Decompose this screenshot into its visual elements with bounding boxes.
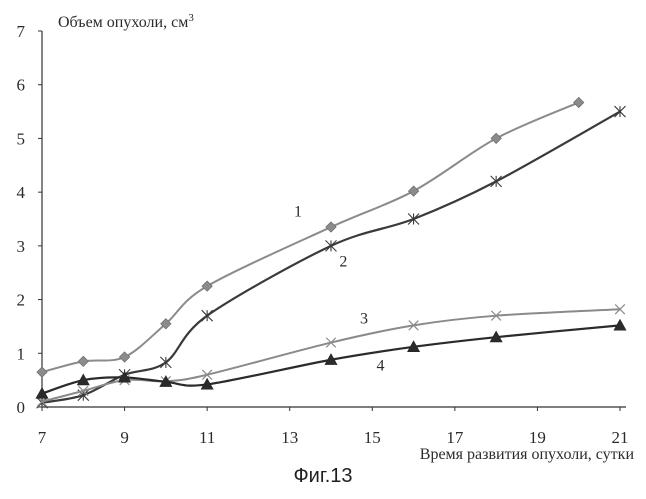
y-tick-label: 5: [17, 129, 26, 148]
x-tick-label: 21: [612, 428, 629, 447]
series-label-3: 3: [360, 311, 368, 328]
y-tick-label: 4: [17, 183, 26, 202]
series-label-1: 1: [294, 203, 302, 220]
x-tick-label: 13: [281, 428, 298, 447]
data-point-diamond: [408, 186, 418, 196]
series-label-2: 2: [339, 253, 347, 270]
y-tick-label: 7: [17, 22, 26, 41]
x-tick-label: 19: [529, 428, 546, 447]
data-point-diamond: [119, 352, 129, 362]
y-axis-title: Объем опухоли, см3: [58, 12, 194, 31]
chart-svg: 0123456779111315171921Объем опухоли, см3…: [0, 0, 646, 499]
series-label-4: 4: [377, 357, 385, 374]
figure-caption: Фиг.13: [0, 466, 646, 486]
data-point-diamond: [491, 133, 501, 143]
data-point-diamond: [202, 281, 212, 291]
y-tick-label: 2: [17, 291, 26, 310]
data-point-diamond: [326, 222, 336, 232]
x-axis-title: Время развития опухоли, сутки: [420, 446, 635, 463]
data-point-diamond: [37, 367, 47, 377]
x-tick-label: 15: [364, 428, 381, 447]
x-tick-label: 17: [446, 428, 464, 447]
x-tick-label: 7: [38, 428, 47, 447]
y-tick-label: 3: [17, 237, 26, 256]
y-tick-label: 1: [17, 344, 26, 363]
y-tick-label: 0: [17, 398, 26, 417]
figure: 0123456779111315171921Объем опухоли, см3…: [0, 0, 646, 499]
data-point-diamond: [574, 97, 584, 107]
y-tick-label: 6: [17, 76, 26, 95]
x-tick-label: 9: [120, 428, 129, 447]
series-line-1: [42, 102, 579, 372]
data-point-diamond: [78, 356, 88, 366]
x-tick-label: 11: [199, 428, 215, 447]
